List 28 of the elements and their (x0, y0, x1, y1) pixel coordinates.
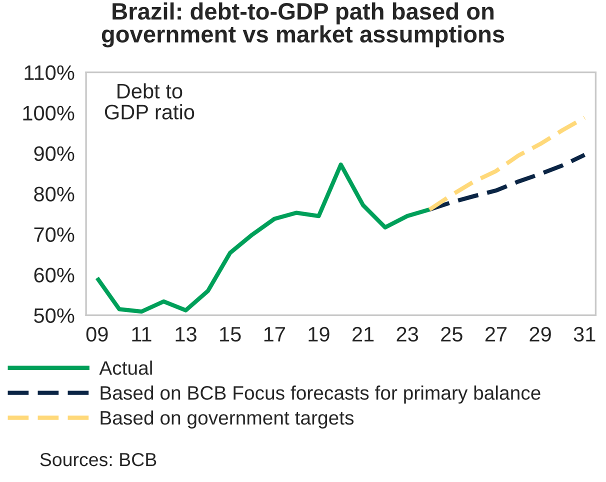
y-tick-label: 110% (24, 65, 74, 80)
x-tick-label: 19 (308, 326, 330, 342)
line-series (95, 162, 432, 314)
y-tick-label: 100% (23, 106, 74, 121)
x-tick-label: 31 (574, 326, 596, 342)
x-tick-label: 11 (132, 327, 152, 342)
x-tick-label: 23 (396, 326, 418, 342)
x-tick-label: 21 (352, 326, 374, 342)
chart-title: Brazil: debt-to-GDP path based on government vs market assumptions (102, 2, 504, 48)
x-tick-label: 29 (530, 326, 551, 342)
x-tick-label: 17 (264, 327, 285, 342)
y-tick-label: 60% (34, 268, 74, 282)
line-series (427, 116, 587, 212)
line-series (427, 152, 587, 212)
y-tick-label: 90% (34, 146, 74, 162)
legend-label: Actual (99, 360, 152, 375)
source-note: Sources: BCB (40, 452, 156, 466)
y-tick-label: 70% (34, 227, 74, 242)
x-tick-label: 09 (86, 326, 108, 342)
y-tick-label: 50% (34, 308, 74, 323)
legend-label: Based on BCB Focus forecasts for primary balance (100, 386, 540, 404)
legend-label: Based on government targets (100, 410, 354, 429)
x-tick-label: 27 (485, 326, 507, 342)
x-tick-label: 15 (220, 327, 241, 342)
x-tick-label: 13 (176, 326, 196, 342)
x-tick-label: 25 (441, 326, 462, 342)
annotation: Debt to GDP ratio (104, 83, 194, 120)
y-tick-label: 80% (34, 186, 74, 202)
